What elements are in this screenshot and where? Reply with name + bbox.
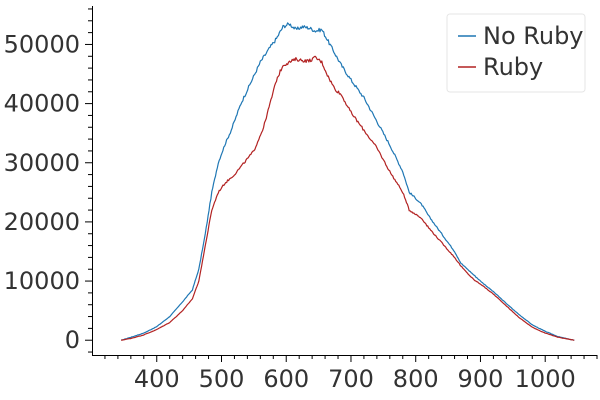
x-tick-label: 900	[458, 365, 504, 393]
series-layer	[120, 22, 575, 341]
y-tick-label: 10000	[4, 267, 80, 295]
y-tick-label: 0	[65, 326, 80, 354]
y-minor-ticks	[88, 8, 92, 353]
legend-label-ruby: Ruby	[483, 53, 543, 81]
y-axis: 0 10000 20000 30000 40000 50000	[4, 6, 93, 356]
y-ticks: 0 10000 20000 30000 40000 50000	[4, 30, 92, 354]
series-line-ruby	[121, 55, 575, 341]
y-tick-label: 50000	[4, 30, 80, 58]
x-tick-label: 800	[393, 365, 439, 393]
x-tick-label: 600	[263, 365, 309, 393]
y-tick-label: 40000	[4, 90, 80, 118]
x-tick-label: 700	[328, 365, 374, 393]
series-line-no-ruby	[120, 22, 575, 341]
x-minor-ticks	[104, 355, 598, 359]
x-axis: 400 500 600 700 800 900 1000	[92, 355, 598, 393]
legend-box	[446, 13, 586, 93]
x-tick-label: 1000	[515, 365, 576, 393]
x-tick-label: 500	[199, 365, 245, 393]
y-tick-label: 20000	[4, 208, 80, 236]
x-tick-label: 400	[134, 365, 180, 393]
legend: No Ruby Ruby	[446, 13, 586, 93]
legend-label-no-ruby: No Ruby	[483, 22, 584, 50]
x-ticks: 400 500 600 700 800 900 1000	[134, 355, 576, 393]
y-tick-label: 30000	[4, 149, 80, 177]
